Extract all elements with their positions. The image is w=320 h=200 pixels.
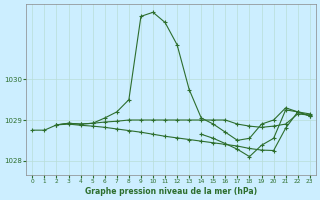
X-axis label: Graphe pression niveau de la mer (hPa): Graphe pression niveau de la mer (hPa) [85,187,257,196]
